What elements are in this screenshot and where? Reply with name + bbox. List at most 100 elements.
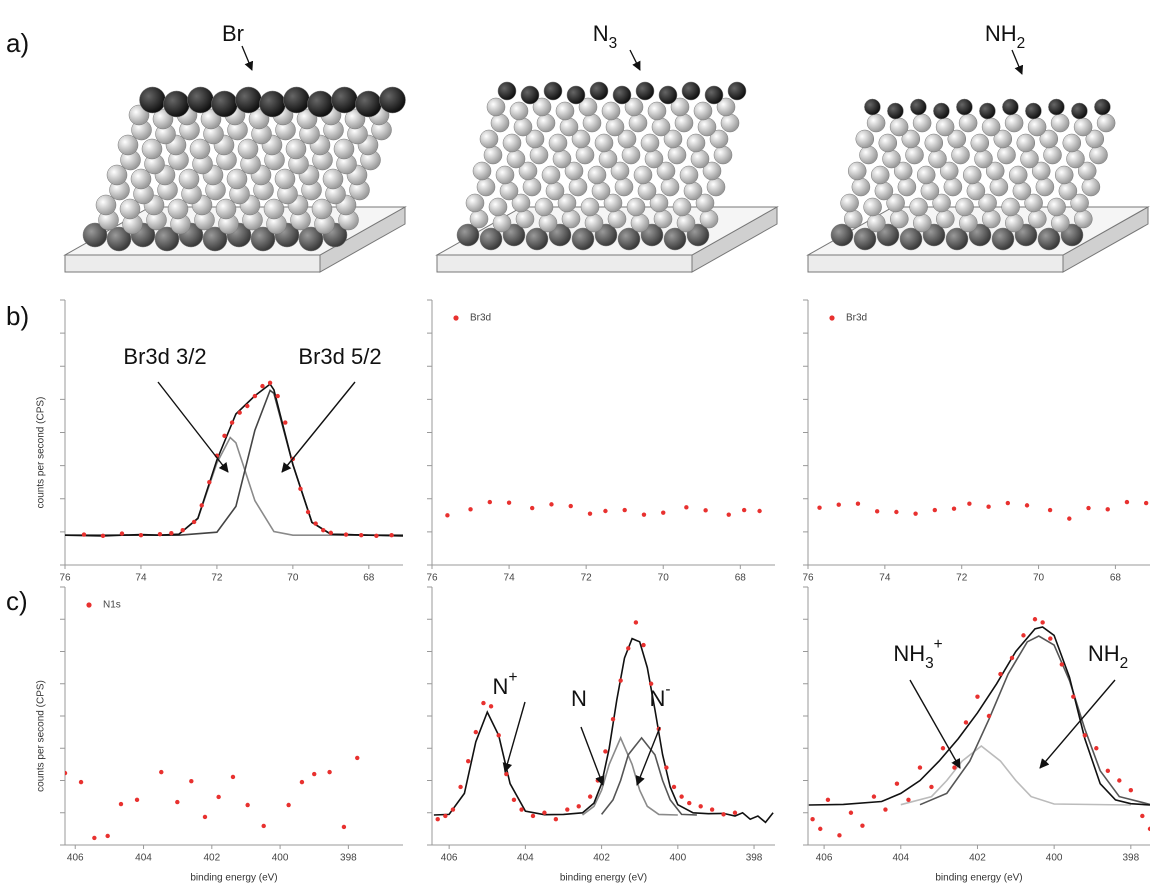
chain-atom bbox=[465, 193, 485, 213]
chain-atom bbox=[709, 129, 729, 149]
data-point bbox=[940, 746, 946, 751]
data-point bbox=[648, 681, 654, 686]
headgroup-atom bbox=[589, 81, 609, 101]
chain-atom bbox=[630, 213, 650, 233]
anchor-atom bbox=[82, 222, 108, 248]
headgroup-atom bbox=[543, 81, 563, 101]
chain-atom bbox=[486, 97, 506, 117]
data-point bbox=[883, 807, 888, 812]
chain-atom bbox=[1024, 193, 1043, 213]
chain-atom bbox=[603, 193, 623, 213]
chain-atom bbox=[1043, 145, 1062, 165]
data-point bbox=[341, 824, 347, 830]
x-tick-label: 398 bbox=[746, 853, 763, 864]
data-point bbox=[661, 510, 666, 515]
chain-atom bbox=[1012, 181, 1032, 201]
chain-atom bbox=[584, 213, 604, 233]
anchor-atom bbox=[456, 223, 480, 247]
data-point bbox=[963, 720, 969, 725]
chain-atom bbox=[580, 197, 600, 217]
chain-atom bbox=[472, 161, 492, 181]
data-point bbox=[202, 814, 208, 820]
data-point bbox=[1021, 633, 1026, 638]
pointer-arrow bbox=[1011, 49, 1024, 75]
subscript: 3 bbox=[925, 655, 934, 672]
x-tick-label: 404 bbox=[135, 853, 152, 864]
chain-atom bbox=[617, 129, 637, 149]
data-point bbox=[848, 810, 854, 815]
chain-atom bbox=[1096, 113, 1116, 133]
data-point bbox=[191, 519, 197, 525]
chain-atom bbox=[686, 133, 706, 153]
chain-atom bbox=[982, 209, 1001, 229]
chain-atom bbox=[594, 133, 614, 153]
label-text: NH bbox=[985, 21, 1017, 46]
data-point bbox=[603, 749, 608, 754]
chain-atom bbox=[628, 113, 648, 133]
chain-atom bbox=[890, 209, 909, 229]
chain-atom bbox=[958, 113, 978, 133]
headgroup-atom bbox=[187, 86, 214, 114]
chain-atom bbox=[874, 181, 894, 201]
chain-atom bbox=[1005, 213, 1024, 233]
x-tick-label: 406 bbox=[441, 853, 458, 864]
data-point bbox=[757, 508, 762, 514]
headgroup-atom bbox=[307, 90, 334, 118]
chain-atom bbox=[548, 133, 568, 153]
data-point bbox=[906, 797, 911, 803]
chain-atom bbox=[534, 197, 554, 217]
chain-atom bbox=[621, 145, 641, 165]
spectrum-panel: 76 74 72 70 68 Br3d bbox=[426, 299, 775, 584]
legend-marker bbox=[86, 602, 92, 608]
substrate-front bbox=[64, 254, 321, 273]
data-point bbox=[917, 765, 923, 770]
superscript: - bbox=[665, 681, 670, 698]
substrate-front bbox=[436, 254, 693, 273]
data-point bbox=[473, 729, 479, 735]
chain-atom bbox=[844, 209, 863, 229]
chain-atom bbox=[878, 133, 898, 153]
plot-area bbox=[65, 380, 403, 539]
fit-curve bbox=[808, 626, 1150, 806]
data-point bbox=[721, 812, 726, 817]
data-point bbox=[100, 533, 106, 539]
chain-atom bbox=[513, 117, 533, 137]
data-point bbox=[855, 501, 861, 506]
data-point bbox=[587, 794, 593, 799]
x-tick-label: 68 bbox=[1110, 573, 1122, 584]
data-point bbox=[222, 433, 227, 439]
chain-atom bbox=[601, 101, 621, 121]
data-point bbox=[450, 807, 456, 812]
data-point bbox=[664, 765, 669, 770]
x-axis-label: binding energy (eV) bbox=[190, 873, 277, 884]
data-point bbox=[511, 797, 517, 803]
peak-annotation: N+ bbox=[493, 669, 518, 699]
chain-atom bbox=[117, 134, 139, 156]
data-point bbox=[618, 678, 623, 683]
x-tick-label: 70 bbox=[287, 573, 299, 584]
chain-atom bbox=[840, 193, 859, 213]
chain-atom bbox=[1089, 145, 1108, 165]
chain-atom bbox=[997, 145, 1016, 165]
data-point bbox=[159, 769, 164, 775]
chain-atom bbox=[935, 117, 955, 137]
chain-atom bbox=[713, 145, 733, 165]
legend-label: N1s bbox=[103, 600, 121, 611]
data-point bbox=[343, 532, 349, 537]
headgroup-atom bbox=[1094, 98, 1111, 116]
data-point bbox=[488, 704, 494, 709]
chain-atom bbox=[561, 209, 581, 229]
chain-atom bbox=[557, 193, 577, 213]
headgroup-atom bbox=[681, 81, 701, 101]
chain-atom bbox=[693, 101, 713, 121]
headgroup-atom bbox=[497, 81, 517, 101]
data-point bbox=[810, 817, 815, 822]
label-text: Br bbox=[222, 21, 244, 46]
anchor-atom bbox=[202, 226, 228, 252]
x-axis-label: binding energy (eV) bbox=[935, 873, 1022, 884]
chain-atom bbox=[720, 113, 740, 133]
data-point bbox=[641, 642, 646, 648]
chain-atom bbox=[502, 133, 522, 153]
data-point bbox=[568, 503, 573, 509]
